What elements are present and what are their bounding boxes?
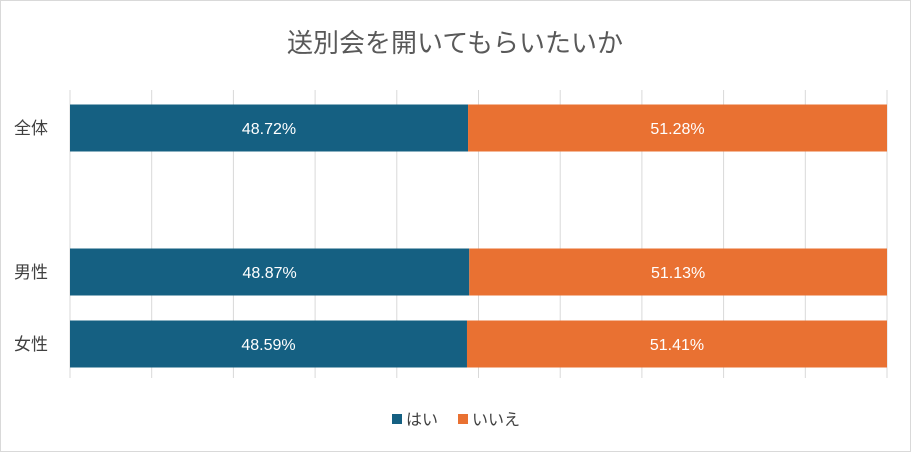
category-label: 全体 bbox=[14, 119, 48, 139]
bar-segment-no bbox=[468, 104, 887, 152]
data-label: 51.41% bbox=[650, 337, 704, 354]
bars-group: 48.72% 51.28% 48.87% 51.13% 48.59% 51.41% bbox=[70, 104, 887, 368]
category-label: 女性 bbox=[14, 335, 48, 355]
category-label: 男性 bbox=[14, 263, 48, 283]
legend-swatch bbox=[458, 414, 468, 424]
data-label: 48.59% bbox=[241, 337, 295, 354]
legend-label: いいえ bbox=[472, 410, 520, 429]
data-label: 51.13% bbox=[651, 265, 705, 282]
chart-title: 送別会を開いてもらいたいか bbox=[287, 29, 623, 59]
bar-segment-yes bbox=[70, 320, 467, 368]
data-label: 48.87% bbox=[243, 265, 297, 282]
bar-segment-no bbox=[466, 320, 887, 368]
data-label: 51.28% bbox=[650, 121, 704, 138]
bar-segment-yes bbox=[70, 248, 470, 296]
bar-segment-yes bbox=[70, 104, 469, 152]
legend: はい いいえ bbox=[392, 410, 520, 429]
data-label: 48.72% bbox=[242, 121, 296, 138]
bar-segment-no bbox=[469, 248, 887, 296]
legend-swatch bbox=[392, 414, 402, 424]
legend-label: はい bbox=[406, 410, 438, 429]
